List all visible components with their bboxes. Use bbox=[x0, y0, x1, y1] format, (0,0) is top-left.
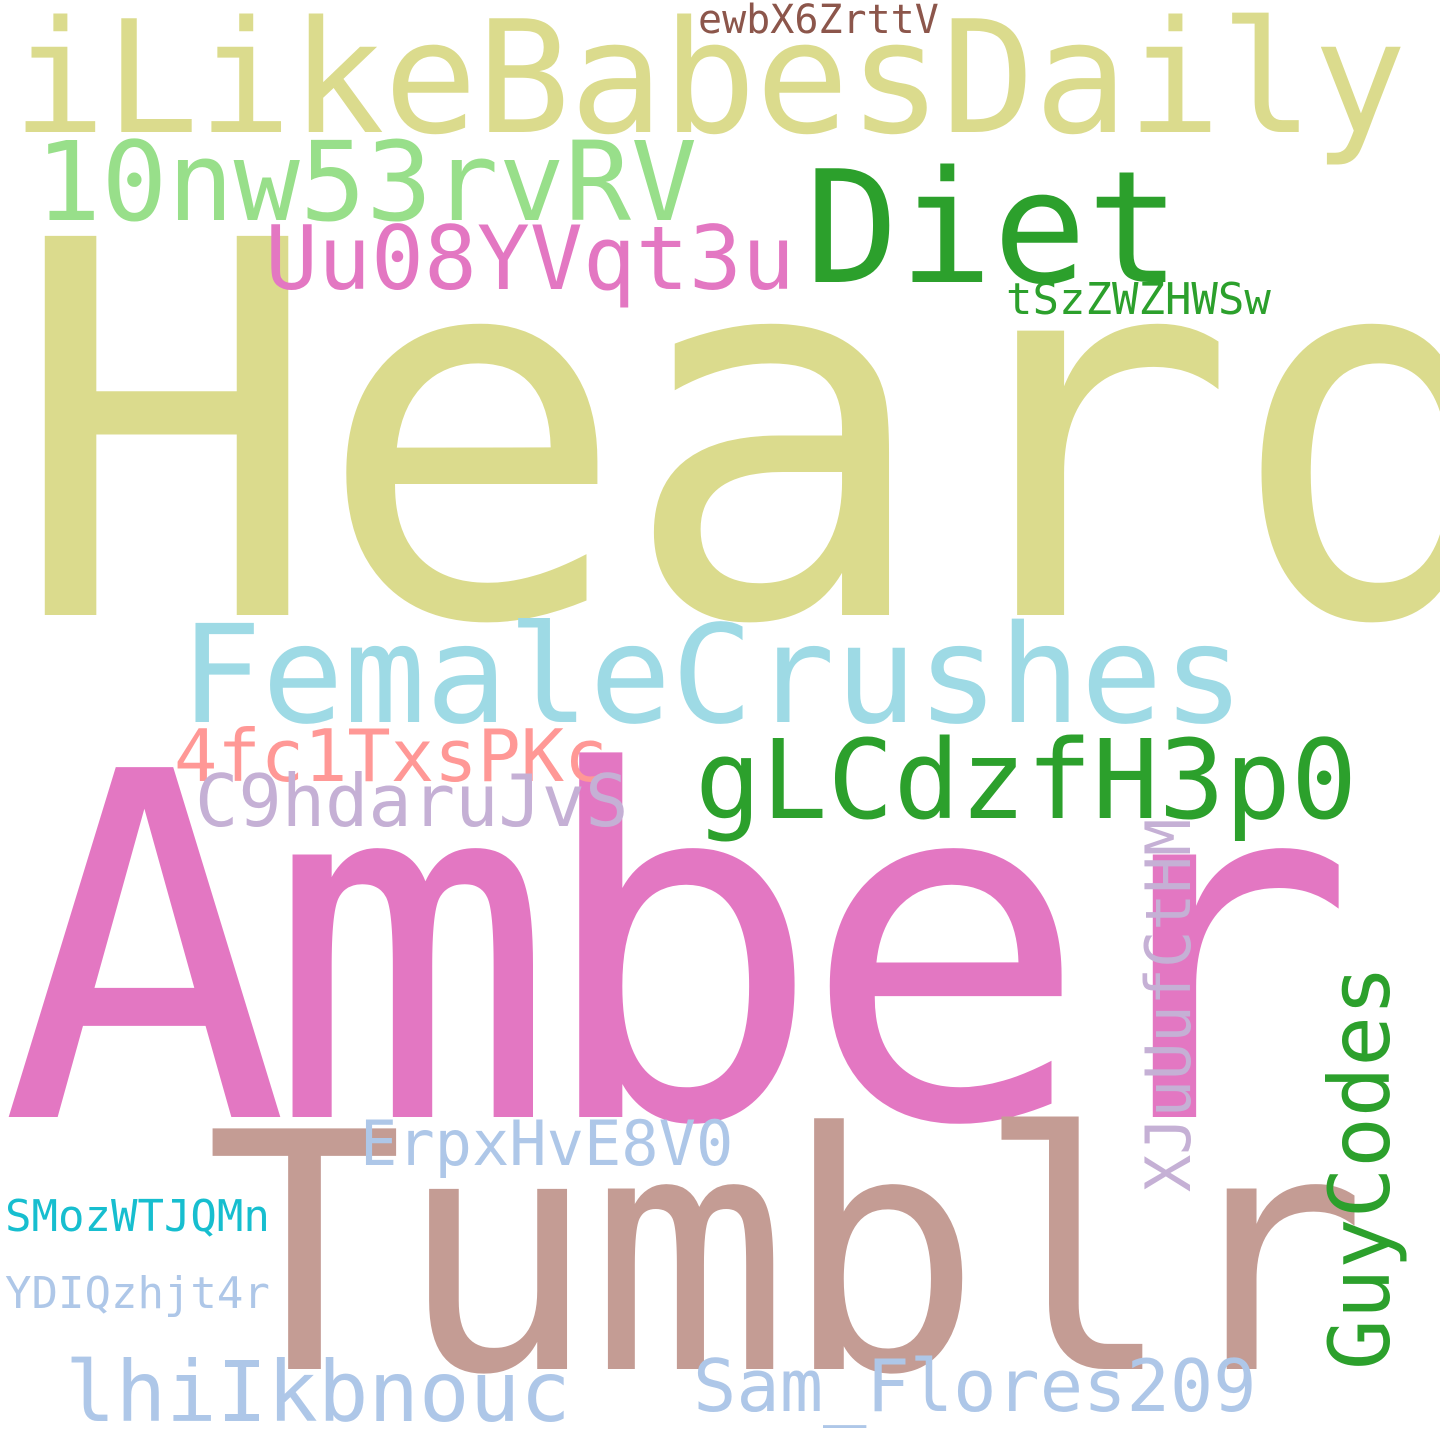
word-10nw53rvrv: 10nw53rvRV bbox=[35, 118, 698, 246]
word-erpxhve8v0: ErpxHvE8V0 bbox=[360, 1107, 734, 1180]
word-lhiikbnouc: lhiIkbnouc bbox=[65, 1343, 571, 1440]
word-amber: Amber bbox=[0, 672, 1357, 1231]
word-guycodes: GuyCodes bbox=[1311, 965, 1409, 1370]
word-4fc1txspkc: 4fc1TxsPKc bbox=[174, 714, 608, 798]
word-ewbx6zrttv: ewbX6ZrttV bbox=[698, 0, 939, 43]
word-xjuuufcthm: XJuUufCtHM bbox=[1132, 818, 1205, 1192]
word-ydiqzhjt4r: YDIQzhjt4r bbox=[5, 1268, 270, 1319]
word-uu08yvqt3u: Uu08YVqt3u bbox=[265, 207, 795, 310]
word-smozwtjqmn: SMozWTJQMn bbox=[5, 1191, 270, 1242]
word-tumblr: Tumblr bbox=[205, 1063, 1367, 1440]
word-femalecrushes: FemaleCrushes bbox=[180, 597, 1245, 755]
word-heard: Heard bbox=[10, 132, 1440, 738]
word-diet: Diet bbox=[805, 137, 1181, 319]
word-c9hdarujvs: C9hdaruJvS bbox=[195, 759, 629, 843]
word-glcdzfh3p0: gLCdzfH3p0 bbox=[695, 716, 1358, 844]
word-sam-flores209: Sam_Flores209 bbox=[693, 1344, 1257, 1428]
word-ilikebabesdaily: iLikeBabesDaily bbox=[12, 0, 1407, 169]
word-tszzwzhwsw: tSzZWZHWSw bbox=[1006, 274, 1271, 325]
